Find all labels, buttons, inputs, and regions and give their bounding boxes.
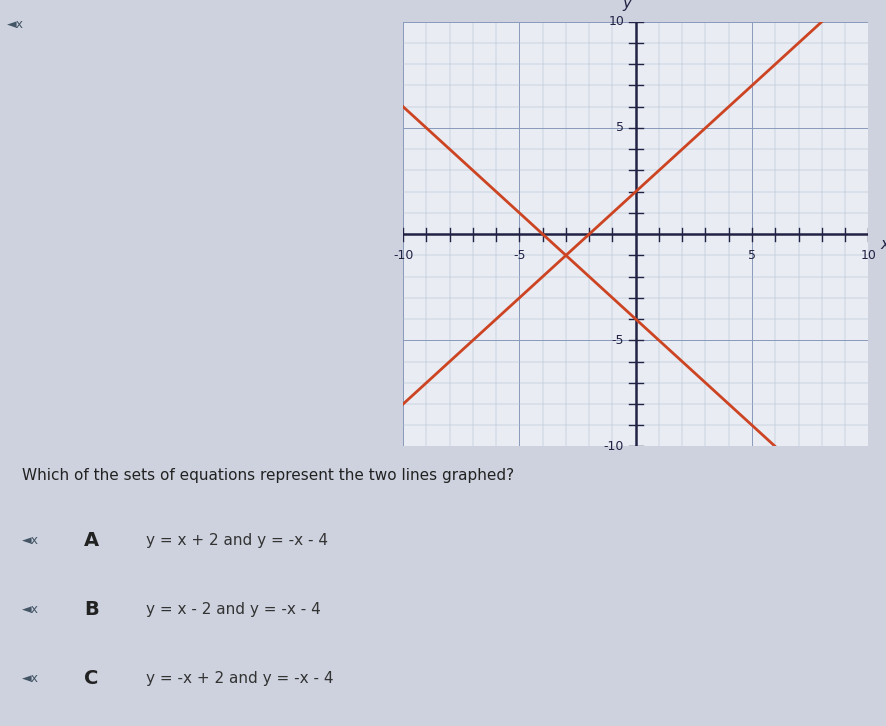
Text: C: C (84, 669, 98, 688)
Text: y = -x + 2 and y = -x - 4: y = -x + 2 and y = -x - 4 (146, 672, 334, 686)
Text: 10: 10 (860, 249, 876, 262)
Text: y = x - 2 and y = -x - 4: y = x - 2 and y = -x - 4 (146, 603, 321, 617)
Text: ◄x: ◄x (22, 603, 39, 616)
Text: ◄x: ◄x (22, 672, 39, 685)
Text: ◄x: ◄x (22, 534, 39, 547)
Text: x: x (880, 237, 886, 252)
Text: A: A (84, 531, 99, 550)
Text: y = x + 2 and y = -x - 4: y = x + 2 and y = -x - 4 (146, 534, 328, 548)
Text: Which of the sets of equations represent the two lines graphed?: Which of the sets of equations represent… (22, 468, 514, 484)
Text: B: B (84, 600, 99, 619)
Text: 10: 10 (608, 15, 624, 28)
Text: 5: 5 (616, 121, 624, 134)
Text: -10: -10 (393, 249, 413, 262)
Text: ◄x: ◄x (7, 18, 24, 31)
Text: -5: -5 (611, 334, 624, 347)
Text: -5: -5 (513, 249, 525, 262)
Text: y: y (622, 0, 631, 11)
Text: -10: -10 (603, 440, 624, 453)
Text: 5: 5 (748, 249, 756, 262)
